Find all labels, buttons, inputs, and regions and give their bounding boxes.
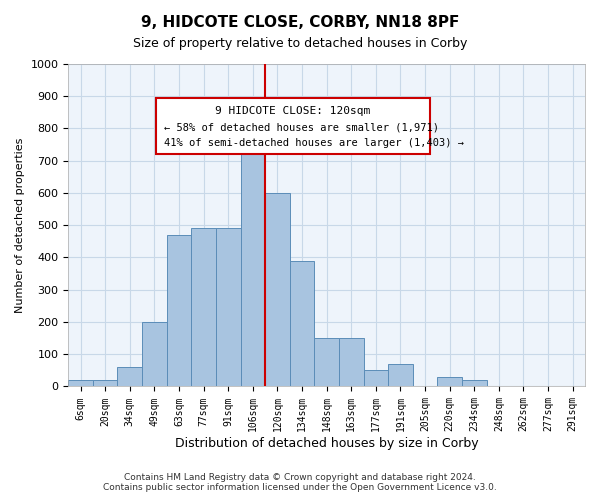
Bar: [118, 367, 142, 386]
Bar: [68, 380, 93, 386]
Y-axis label: Number of detached properties: Number of detached properties: [15, 138, 25, 313]
FancyBboxPatch shape: [156, 98, 430, 154]
Bar: [167, 235, 191, 386]
Text: 9, HIDCOTE CLOSE, CORBY, NN18 8PF: 9, HIDCOTE CLOSE, CORBY, NN18 8PF: [141, 15, 459, 30]
Text: 9 HIDCOTE CLOSE: 120sqm: 9 HIDCOTE CLOSE: 120sqm: [215, 106, 371, 116]
Bar: [388, 364, 413, 386]
Text: 41% of semi-detached houses are larger (1,403) →: 41% of semi-detached houses are larger (…: [164, 138, 464, 148]
Bar: [241, 142, 265, 386]
Bar: [265, 193, 290, 386]
Bar: [216, 228, 241, 386]
Bar: [437, 377, 462, 386]
Bar: [314, 338, 339, 386]
X-axis label: Distribution of detached houses by size in Corby: Distribution of detached houses by size …: [175, 437, 478, 450]
Text: Size of property relative to detached houses in Corby: Size of property relative to detached ho…: [133, 38, 467, 51]
Bar: [290, 260, 314, 386]
Bar: [462, 380, 487, 386]
Bar: [191, 228, 216, 386]
Bar: [142, 322, 167, 386]
Bar: [93, 380, 118, 386]
Text: ← 58% of detached houses are smaller (1,971): ← 58% of detached houses are smaller (1,…: [164, 122, 439, 132]
Bar: [339, 338, 364, 386]
Bar: [364, 370, 388, 386]
Text: Contains HM Land Registry data © Crown copyright and database right 2024.
Contai: Contains HM Land Registry data © Crown c…: [103, 473, 497, 492]
